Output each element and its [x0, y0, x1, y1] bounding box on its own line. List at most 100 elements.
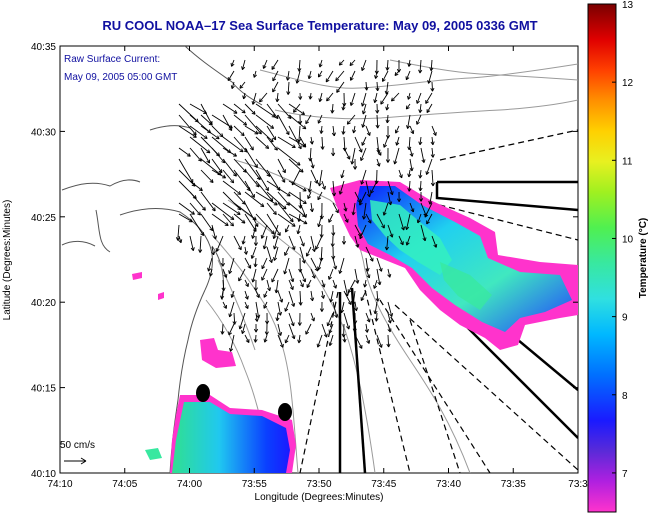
- current-vector-head: [364, 329, 369, 333]
- current-vector: [326, 92, 334, 102]
- current-vector-head: [399, 241, 404, 246]
- current-vector-head: [375, 298, 380, 302]
- current-vector: [310, 202, 313, 212]
- current-vector-head: [416, 219, 421, 224]
- current-vector-head: [203, 135, 208, 140]
- current-vector-head: [418, 174, 423, 179]
- current-vector: [244, 191, 265, 208]
- current-vector-head: [397, 198, 402, 203]
- current-vector-head: [257, 130, 262, 135]
- current-vector: [200, 103, 213, 125]
- current-vector: [405, 70, 411, 80]
- current-vector: [266, 202, 277, 215]
- current-vector-head: [254, 223, 259, 227]
- colorbar-tick-label: 12: [622, 78, 634, 89]
- current-vector-head: [284, 251, 288, 256]
- current-vector: [330, 290, 334, 303]
- current-vector: [321, 136, 324, 150]
- current-vector: [178, 202, 195, 215]
- current-vector-head: [378, 267, 383, 272]
- current-vector-head: [365, 267, 370, 272]
- current-vector: [431, 147, 434, 158]
- current-vector-head: [334, 314, 339, 318]
- current-vector: [189, 202, 201, 216]
- current-vector-head: [430, 87, 435, 92]
- current-vector-head: [300, 242, 305, 247]
- current-vector-head: [233, 109, 238, 114]
- current-vector-head: [215, 247, 220, 252]
- current-vector: [288, 114, 307, 130]
- current-vector: [339, 257, 345, 274]
- current-vector: [233, 136, 248, 153]
- current-vector: [222, 191, 242, 211]
- current-vector: [266, 180, 291, 197]
- current-vector-head: [387, 328, 392, 333]
- colorbar-ticks: 13 12 11 10 9 8 7: [612, 0, 634, 480]
- current-vector: [309, 92, 312, 100]
- current-vector-head: [336, 88, 341, 93]
- current-vector-head: [284, 339, 289, 344]
- current-vector: [318, 70, 323, 78]
- current-vector-head: [380, 100, 385, 105]
- current-vector-head: [347, 301, 352, 305]
- current-vector: [429, 191, 433, 205]
- current-vector: [386, 114, 389, 123]
- current-vector-head: [230, 62, 235, 67]
- current-vector: [199, 235, 202, 253]
- current-vector-head: [418, 109, 423, 113]
- current-vector-head: [284, 228, 289, 233]
- current-vector: [354, 235, 359, 248]
- current-vector: [395, 125, 400, 134]
- current-vector: [288, 103, 305, 115]
- current-vector-head: [285, 76, 291, 81]
- current-vector-head: [306, 284, 311, 289]
- current-vector-head: [309, 140, 314, 145]
- current-vector: [343, 202, 347, 212]
- current-vector: [346, 114, 356, 125]
- current-vector-head: [433, 243, 438, 248]
- current-vector-head: [243, 251, 248, 255]
- current-vector: [207, 257, 213, 272]
- current-vector-head: [430, 154, 435, 158]
- current-vector: [406, 213, 411, 230]
- current-vector-head: [289, 286, 294, 291]
- current-vector: [244, 213, 257, 232]
- current-vector-head: [409, 152, 414, 157]
- current-vector: [255, 103, 276, 118]
- current-vector: [431, 235, 437, 248]
- current-vector: [309, 147, 312, 162]
- current-vector: [431, 169, 434, 187]
- current-vector-head: [401, 226, 406, 231]
- current-vector-head: [220, 263, 225, 267]
- current-vector: [299, 235, 305, 247]
- current-vector-head: [297, 145, 302, 150]
- current-vector: [244, 279, 249, 287]
- current-vector-head: [329, 298, 334, 303]
- current-vector-head: [374, 317, 379, 322]
- current-vector-head: [258, 98, 263, 103]
- current-vector-head: [383, 143, 387, 148]
- current-vector: [178, 213, 193, 223]
- current-vector: [341, 301, 345, 313]
- current-vector: [228, 323, 235, 336]
- current-vector: [189, 125, 208, 139]
- x-tick-label: 73:45: [371, 479, 396, 490]
- current-vector: [230, 334, 235, 352]
- current-vector: [277, 191, 290, 206]
- current-vector-head: [381, 78, 386, 82]
- current-vector-head: [208, 272, 213, 277]
- current-vector: [387, 334, 390, 348]
- colorbar: [587, 3, 617, 513]
- current-vector: [365, 213, 372, 224]
- current-vector-head: [426, 109, 431, 113]
- current-vector-head: [192, 134, 197, 138]
- current-vector-head: [285, 131, 290, 136]
- current-vector-head: [236, 211, 241, 215]
- coastline: [61, 46, 263, 473]
- current-vector-head: [349, 102, 354, 106]
- current-vector-head: [317, 223, 322, 228]
- current-vector: [409, 158, 413, 172]
- current-vector: [430, 59, 433, 71]
- current-vector: [222, 268, 227, 278]
- current-vector: [338, 59, 345, 66]
